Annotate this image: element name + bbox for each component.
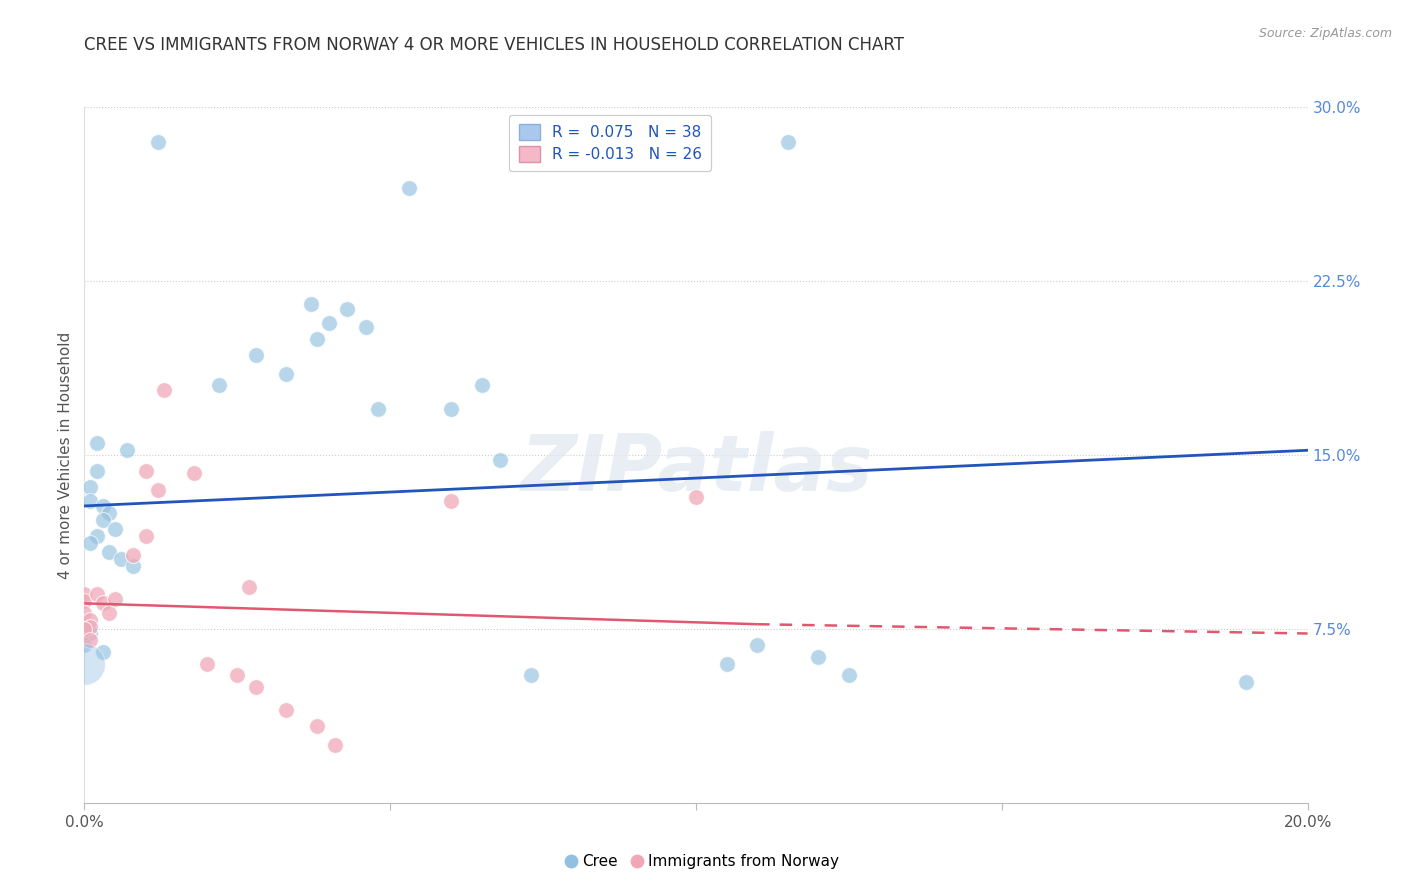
- Point: [86, 436, 108, 450]
- Point: [73, 587, 96, 601]
- Point: [115, 443, 138, 458]
- Point: [367, 401, 389, 416]
- Point: [245, 680, 267, 694]
- Point: [86, 464, 108, 478]
- Point: [97, 606, 120, 620]
- Point: [208, 378, 231, 392]
- Point: [79, 626, 101, 640]
- Point: [73, 606, 96, 620]
- Point: [86, 529, 108, 543]
- Point: [1234, 675, 1257, 690]
- Point: [245, 348, 267, 362]
- Point: [354, 320, 377, 334]
- Legend: R =  0.075   N = 38, R = -0.013   N = 26: R = 0.075 N = 38, R = -0.013 N = 26: [509, 115, 711, 171]
- Point: [336, 301, 359, 316]
- Point: [91, 645, 114, 659]
- Point: [122, 548, 145, 562]
- Point: [79, 619, 101, 633]
- Point: [195, 657, 218, 671]
- Point: [305, 719, 328, 733]
- Point: [91, 596, 114, 610]
- Point: [807, 649, 830, 664]
- Point: [183, 467, 205, 481]
- Y-axis label: 4 or more Vehicles in Household: 4 or more Vehicles in Household: [58, 331, 73, 579]
- Point: [73, 622, 96, 636]
- Point: [520, 668, 543, 682]
- Point: [79, 536, 101, 550]
- Point: [97, 506, 120, 520]
- Point: [440, 494, 463, 508]
- Point: [276, 367, 298, 381]
- Point: [489, 452, 512, 467]
- Point: [153, 383, 176, 397]
- Point: [305, 332, 328, 346]
- Point: [73, 657, 96, 671]
- Point: [135, 529, 157, 543]
- Point: [135, 464, 157, 478]
- Point: [318, 316, 340, 330]
- Point: [685, 490, 707, 504]
- Point: [97, 545, 120, 559]
- Point: [299, 297, 322, 311]
- Point: [73, 594, 96, 608]
- Point: [86, 587, 108, 601]
- Point: [73, 638, 96, 652]
- Legend: Cree, Immigrants from Norway: Cree, Immigrants from Norway: [561, 848, 845, 875]
- Point: [104, 522, 127, 536]
- Point: [776, 135, 799, 149]
- Point: [440, 401, 463, 416]
- Point: [716, 657, 738, 671]
- Point: [471, 378, 494, 392]
- Text: CREE VS IMMIGRANTS FROM NORWAY 4 OR MORE VEHICLES IN HOUSEHOLD CORRELATION CHART: CREE VS IMMIGRANTS FROM NORWAY 4 OR MORE…: [84, 36, 904, 54]
- Point: [226, 668, 249, 682]
- Point: [238, 580, 260, 594]
- Point: [323, 738, 346, 752]
- Point: [747, 638, 769, 652]
- Point: [104, 591, 127, 606]
- Point: [110, 552, 132, 566]
- Point: [79, 613, 101, 627]
- Point: [79, 633, 101, 648]
- Point: [146, 483, 169, 497]
- Point: [91, 499, 114, 513]
- Point: [146, 135, 169, 149]
- Point: [838, 668, 860, 682]
- Point: [91, 513, 114, 527]
- Point: [276, 703, 298, 717]
- Point: [122, 559, 145, 574]
- Text: Source: ZipAtlas.com: Source: ZipAtlas.com: [1258, 27, 1392, 40]
- Point: [79, 480, 101, 494]
- Point: [79, 494, 101, 508]
- Text: ZIPatlas: ZIPatlas: [520, 431, 872, 507]
- Point: [398, 181, 420, 195]
